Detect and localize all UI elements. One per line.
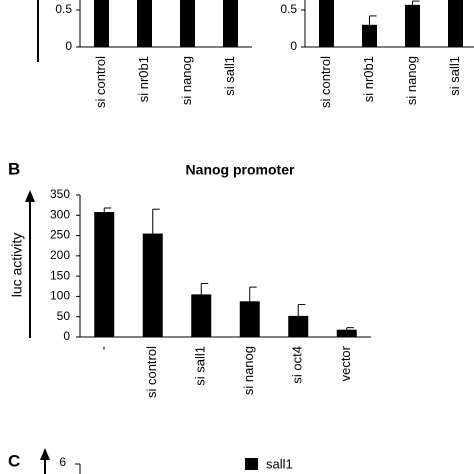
bar bbox=[94, 212, 115, 337]
y-tick-label: 0.5 bbox=[55, 2, 72, 16]
y-tick-label: 250 bbox=[50, 228, 70, 242]
y-tick-label: 0.5 bbox=[280, 2, 297, 16]
bar bbox=[191, 294, 212, 337]
bar bbox=[362, 24, 377, 47]
x-tick-label: vector bbox=[338, 345, 353, 381]
y-tick-label: 150 bbox=[50, 268, 70, 282]
x-tick-label: si sall1 bbox=[222, 56, 237, 96]
y-tick-label: 0 bbox=[65, 39, 72, 53]
bar bbox=[239, 301, 260, 337]
bar bbox=[137, 0, 152, 47]
bar bbox=[448, 0, 463, 47]
x-tick-label: si control bbox=[318, 56, 333, 108]
x-tick-label: si nanog bbox=[404, 56, 419, 105]
x-tick-label: si sall1 bbox=[447, 56, 462, 96]
bar bbox=[94, 0, 109, 47]
legend-label: sall1 bbox=[266, 456, 293, 471]
x-tick-label: si control bbox=[93, 56, 108, 108]
legend-swatch bbox=[245, 458, 258, 470]
panel-label: B bbox=[8, 159, 20, 178]
bar bbox=[405, 4, 420, 48]
x-tick-label: si nr0b1 bbox=[361, 56, 376, 102]
bar bbox=[180, 0, 195, 47]
arrow-head bbox=[40, 448, 50, 460]
x-tick-label: si oct4 bbox=[290, 346, 305, 384]
y-axis-label: luc activity bbox=[9, 233, 25, 298]
y-tick-label: 0 bbox=[63, 329, 70, 343]
y-tick-label: 300 bbox=[50, 207, 70, 221]
y-tick-label: 200 bbox=[50, 248, 70, 262]
chart-title: Nanog promoter bbox=[186, 162, 295, 178]
y-tick-label: 350 bbox=[50, 187, 70, 201]
bar bbox=[336, 329, 357, 337]
panel-label: C bbox=[8, 451, 20, 470]
x-tick-label: si control bbox=[144, 346, 159, 398]
y-tick-label: 0 bbox=[290, 39, 297, 53]
bar bbox=[288, 315, 309, 337]
y-tick-label: 50 bbox=[57, 309, 71, 323]
x-tick-label: - bbox=[96, 346, 111, 350]
y-tick-label: 6 bbox=[59, 455, 66, 469]
x-tick-label: si nanog bbox=[179, 56, 194, 105]
arrow-head bbox=[25, 190, 35, 202]
x-tick-label: si sall1 bbox=[193, 346, 208, 386]
bar bbox=[223, 0, 238, 47]
bar bbox=[319, 0, 334, 47]
bar bbox=[142, 233, 163, 337]
x-tick-label: si nr0b1 bbox=[136, 56, 151, 102]
x-tick-label: si nanog bbox=[241, 346, 256, 395]
y-tick-label: 100 bbox=[50, 289, 70, 303]
